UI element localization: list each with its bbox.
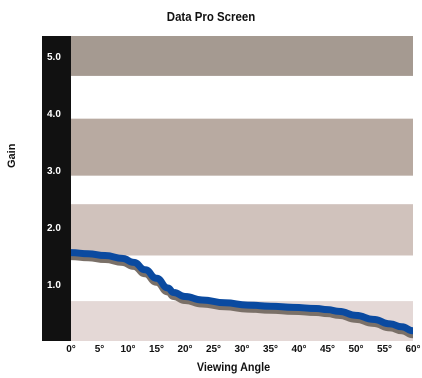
x-tick-label: 45° xyxy=(320,344,335,355)
gain-band-2 xyxy=(71,118,413,176)
x-tick-label: 20° xyxy=(177,344,192,355)
x-tick-label: 15° xyxy=(149,344,164,355)
gain-band-1 xyxy=(71,204,413,256)
x-tick-label: 50° xyxy=(348,344,363,355)
x-tick-label: 55° xyxy=(377,344,392,355)
x-tick-label: 35° xyxy=(263,344,278,355)
plot-area xyxy=(71,36,413,341)
x-tick-label: 0° xyxy=(66,344,76,355)
y-tick-label: 3.0 xyxy=(47,166,61,177)
x-tick-label: 5° xyxy=(95,344,105,355)
y-tick-label: 5.0 xyxy=(47,52,61,63)
x-tick-label: 40° xyxy=(291,344,306,355)
y-tick-label: 2.0 xyxy=(47,223,61,234)
x-tick-label: 25° xyxy=(206,344,221,355)
gain-band-3 xyxy=(71,36,413,76)
chart-title: Data Pro Screen xyxy=(166,9,256,24)
series-line-shadow xyxy=(70,253,414,339)
y-tick-label: 1.0 xyxy=(47,280,61,291)
x-axis-label: Viewing Angle xyxy=(196,360,271,374)
y-axis-bar xyxy=(42,36,71,341)
x-tick-label: 10° xyxy=(120,344,135,355)
x-tick-label: 30° xyxy=(234,344,249,355)
x-tick-label: 60° xyxy=(405,344,420,355)
y-tick-label: 4.0 xyxy=(47,109,61,120)
series-line xyxy=(70,249,414,335)
